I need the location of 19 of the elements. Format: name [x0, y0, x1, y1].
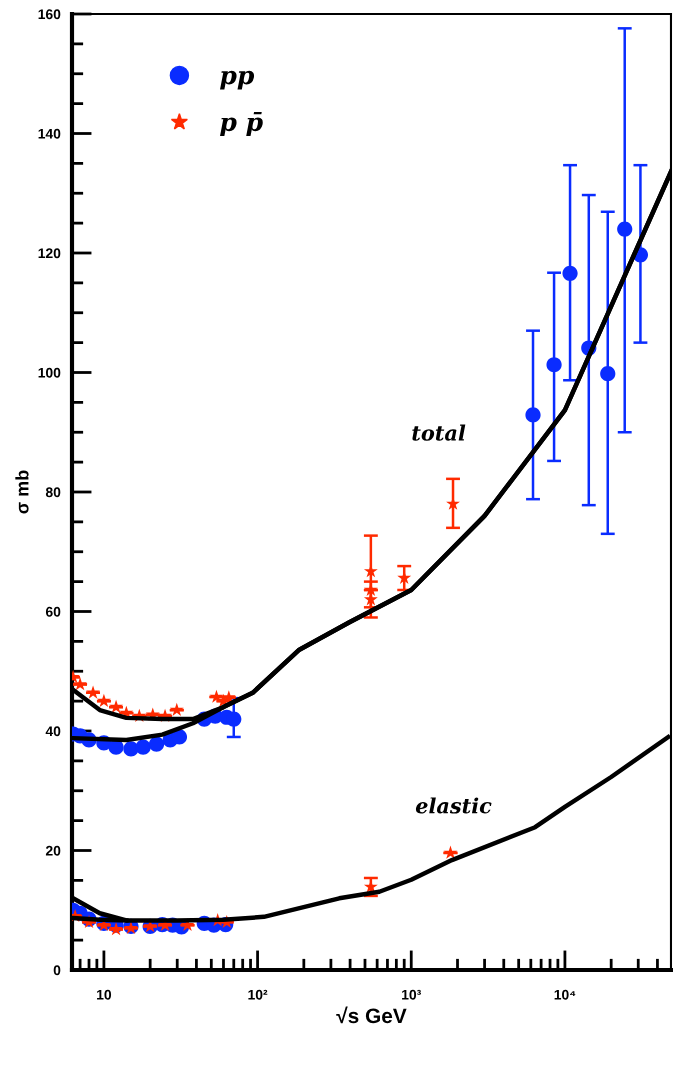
x-tick-label: 10³ — [402, 989, 421, 1000]
y-axis-title: σ mb — [15, 470, 29, 514]
annotation: elastic — [415, 797, 492, 814]
x-tick-label: 10⁴ — [554, 989, 576, 1000]
y-tick-label: 40 — [45, 726, 61, 737]
y-tick-label: 140 — [38, 128, 61, 139]
y-tick-label: 60 — [45, 606, 61, 617]
x-tick-label: 10² — [248, 989, 268, 1000]
y-tick-label: 120 — [38, 248, 61, 259]
x-tick-label: 10 — [97, 989, 112, 1000]
annotation: total — [412, 424, 466, 441]
legend-label: p p̄ — [220, 111, 263, 137]
y-tick-label: 0 — [53, 965, 61, 976]
legend-label: pp — [220, 70, 255, 90]
y-tick-label: 160 — [38, 9, 61, 20]
x-axis-title: √s GeV — [336, 1006, 407, 1024]
y-tick-label: 80 — [45, 487, 61, 498]
y-tick-label: 20 — [45, 845, 61, 856]
y-tick-label: 100 — [38, 367, 61, 378]
